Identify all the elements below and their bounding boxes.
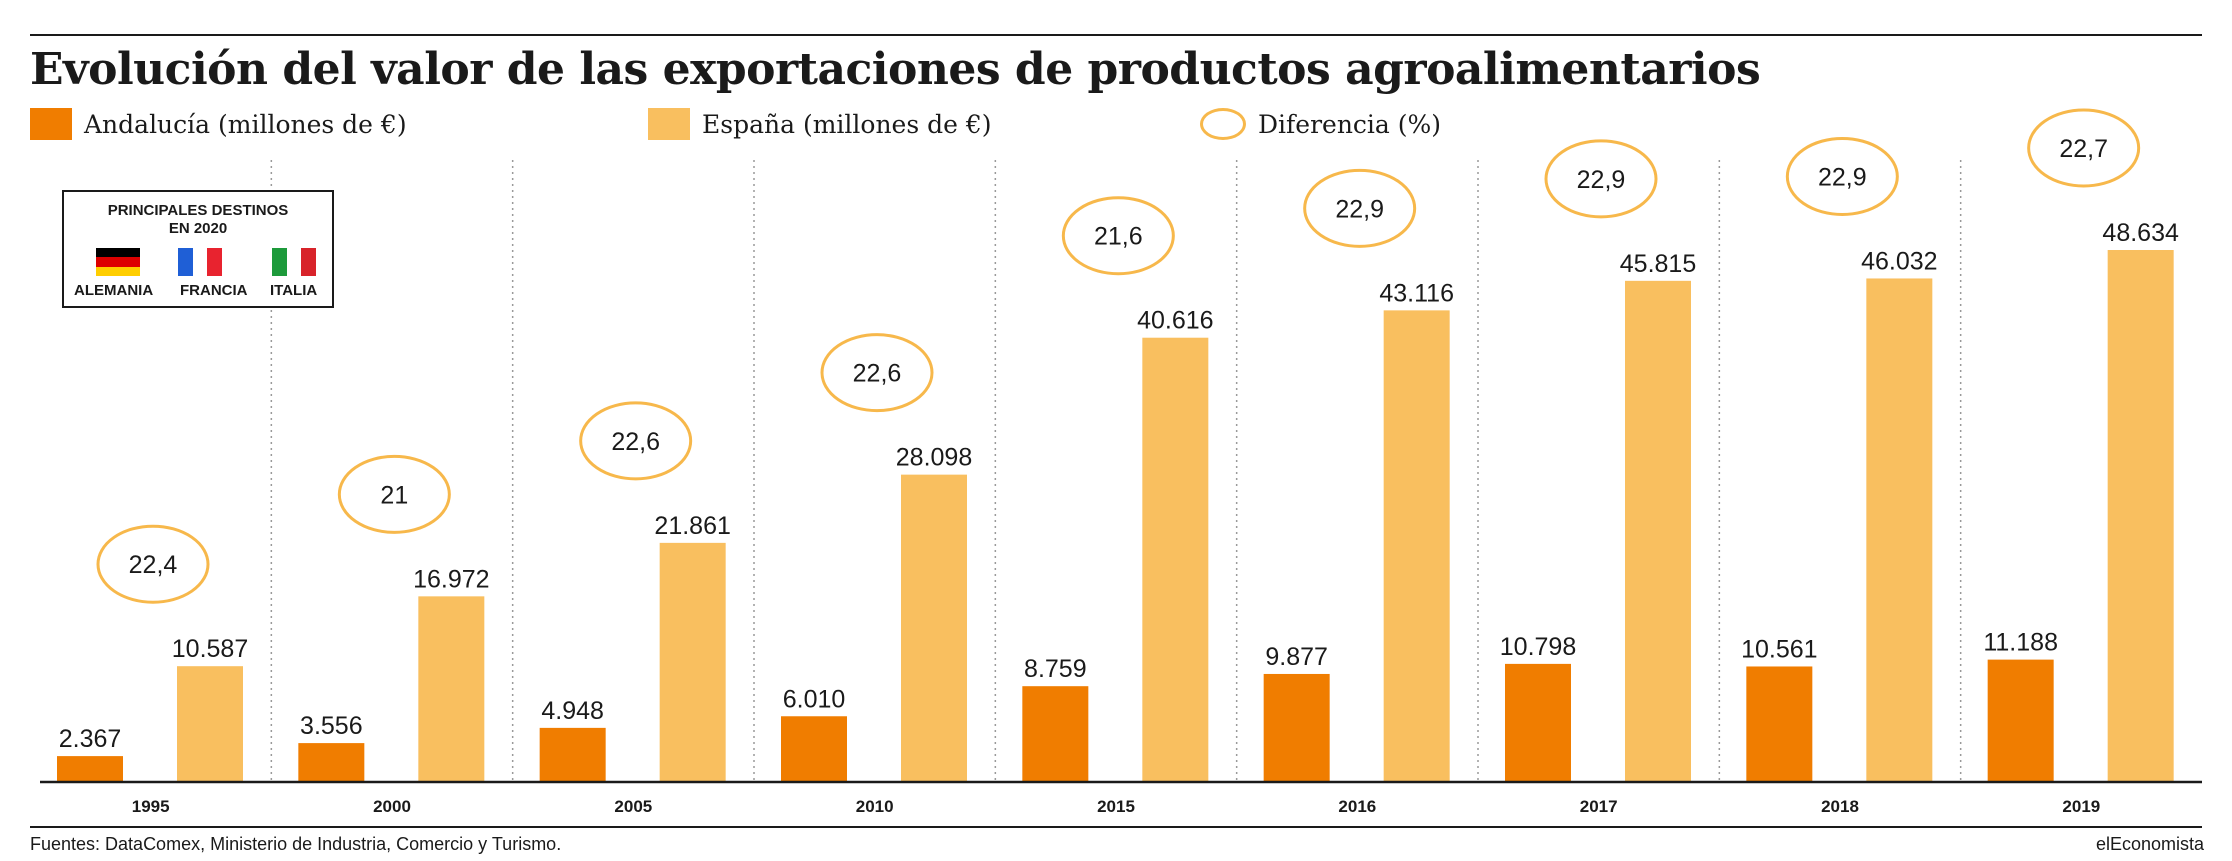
country-label-francia: FRANCIA [180,282,248,299]
bar-andalucia [1987,659,2054,782]
diferencia-ring [96,524,210,604]
bar-andalucia [1263,673,1330,782]
diferencia-label: 22,6 [853,360,902,388]
bar-espana [659,542,726,782]
france-flag-icon [178,248,223,276]
bar-andalucia [781,716,847,782]
diferencia-label: 22,6 [611,428,660,456]
data-label-andalucia: 8.759 [1024,655,1087,683]
diferencia-ring [1061,196,1175,276]
data-label-andalucia: 10.561 [1741,635,1817,663]
destinations-title-line2: EN 2020 [168,220,228,237]
bar-andalucia [57,756,123,782]
legend-label-espana: España (millones de €) [702,109,992,139]
data-label-espana: 28.098 [896,444,972,472]
x-tick-label: 2010 [856,797,894,816]
legend-item-diferencia: Diferencia (%) [1200,108,1441,140]
diferencia-ring [337,454,451,534]
x-tick-label: 2000 [373,797,411,816]
x-tick-label: 1995 [132,797,170,816]
bar-espana [1625,280,1691,782]
diferencia-label: 22,9 [1818,163,1867,191]
bar-andalucia [298,743,365,782]
diferencia-ring [1785,136,1899,216]
diferencia-label: 22,9 [1577,166,1626,194]
data-label-andalucia: 10.798 [1500,633,1576,661]
data-label-espana: 16.972 [413,565,489,593]
data-label-espana: 45.815 [1620,250,1696,278]
data-label-andalucia: 6.010 [783,685,846,713]
legend-label-andalucia: Andalucía (millones de €) [84,109,407,139]
bar-espana [177,666,243,782]
diferencia-ring [820,333,934,413]
bar-andalucia [539,727,606,782]
diferencia-ring [2027,108,2141,188]
data-label-espana: 21.861 [654,512,730,540]
bar-espana [901,474,967,782]
legend-item-andalucia: Andalucía (millones de €) [30,108,407,140]
country-label-alemania: ALEMANIA [74,282,154,299]
diferencia-ring [1544,139,1658,219]
bar-andalucia [1022,686,1089,782]
legend-ring-diferencia [1200,108,1246,140]
diferencia-label: 21 [380,481,408,509]
x-tick-label: 2017 [1580,797,1618,816]
bar-andalucia [1505,663,1571,782]
legend-swatch-andalucia [30,108,72,140]
data-label-espana: 46.032 [1861,247,1937,275]
bar-andalucia [1746,666,1813,782]
data-label-andalucia: 11.188 [1983,629,2058,657]
diferencia-ring [579,401,693,481]
bar-espana [2107,250,2174,782]
bar-espana [1866,278,1933,782]
top-rule [30,34,2202,36]
x-tick-label: 2018 [1821,797,1859,816]
diferencia-label: 21,6 [1094,223,1143,251]
destinations-title-line1: PRINCIPALES DESTINOS [107,202,289,219]
data-label-andalucia: 3.556 [300,712,363,740]
bottom-rule [30,826,2202,828]
bar-espana [1142,337,1209,782]
legend-label-diferencia: Diferencia (%) [1258,109,1442,139]
data-label-andalucia: 4.948 [541,697,604,725]
chart-title: Evolución del valor de las exportaciones… [30,44,1761,95]
country-label-italia: ITALIA [270,282,318,299]
x-tick-label: 2016 [1338,797,1376,816]
source-note: Fuentes: DataComex, Ministerio de Indust… [30,834,562,854]
legend-swatch-espana [648,108,690,140]
bar-espana [1383,310,1450,782]
data-label-espana: 43.116 [1379,279,1454,307]
data-label-espana: 10.587 [172,635,248,663]
x-tick-label: 2015 [1097,797,1135,816]
germany-flag-icon [96,248,140,276]
x-tick-label: 2019 [2062,797,2100,816]
legend-item-espana: España (millones de €) [648,108,992,140]
data-label-andalucia: 2.367 [59,725,122,753]
brand-label: elEconomista [2095,834,2204,854]
data-label-espana: 48.634 [2102,219,2179,247]
italy-flag-icon [272,248,317,276]
diferencia-label: 22,4 [129,551,178,579]
diferencia-ring [1303,168,1417,248]
destinations-title: PRINCIPALES DESTINOS EN 2020 [64,202,332,238]
data-label-andalucia: 9.877 [1265,643,1328,671]
diferencia-label: 22,7 [2059,135,2108,163]
bar-espana [418,596,485,782]
x-tick-label: 2005 [614,797,652,816]
legend: Andalucía (millones de €) España (millon… [0,108,2232,148]
data-label-espana: 40.616 [1137,307,1213,335]
destinations-box: PRINCIPALES DESTINOS EN 2020 ALEMANIA FR… [62,190,334,308]
diferencia-label: 22,9 [1335,195,1384,223]
